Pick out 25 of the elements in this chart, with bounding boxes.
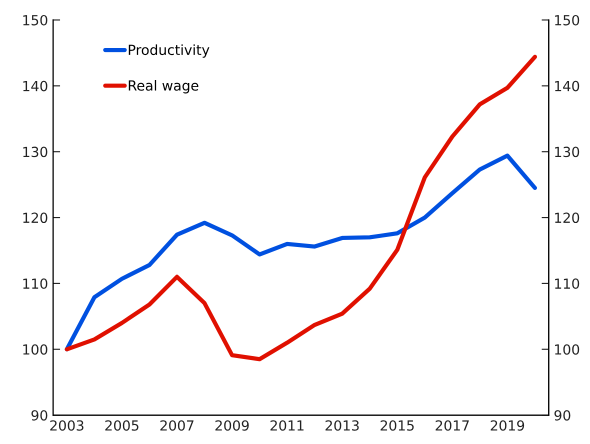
y2-tick-label: 130 bbox=[555, 146, 580, 158]
y-tick-label: 100 bbox=[23, 344, 48, 355]
legend-label: Real wage bbox=[128, 80, 198, 94]
y-tick-label: 130 bbox=[23, 146, 48, 158]
x-tick-label: 2009 bbox=[215, 420, 249, 431]
x-tick-label: 2011 bbox=[270, 420, 304, 431]
legend-label: Productivity bbox=[128, 44, 210, 58]
y-tick-label: 120 bbox=[23, 212, 48, 224]
y2-tick-label: 90 bbox=[554, 410, 570, 421]
y-tick-label: 140 bbox=[23, 80, 48, 92]
y2-tick-label: 150 bbox=[555, 14, 580, 26]
y2-tick-label: 110 bbox=[555, 278, 580, 289]
x-tick-label: 2015 bbox=[380, 420, 414, 431]
y-tick-label: 90 bbox=[31, 410, 48, 421]
x-tick-label: 2003 bbox=[50, 420, 84, 431]
y-tick-label: 150 bbox=[23, 14, 48, 26]
y2-tick-label: 140 bbox=[555, 80, 580, 92]
x-tick-label: 2005 bbox=[105, 420, 138, 431]
x-tick-label: 2007 bbox=[160, 420, 194, 431]
x-tick-label: 2019 bbox=[490, 420, 524, 431]
y-tick-label: 110 bbox=[23, 278, 48, 289]
x-tick-label: 2013 bbox=[326, 420, 359, 431]
y2-tick-label: 120 bbox=[555, 212, 580, 224]
x-tick-label: 2017 bbox=[436, 420, 469, 431]
y2-tick-label: 100 bbox=[555, 344, 580, 355]
